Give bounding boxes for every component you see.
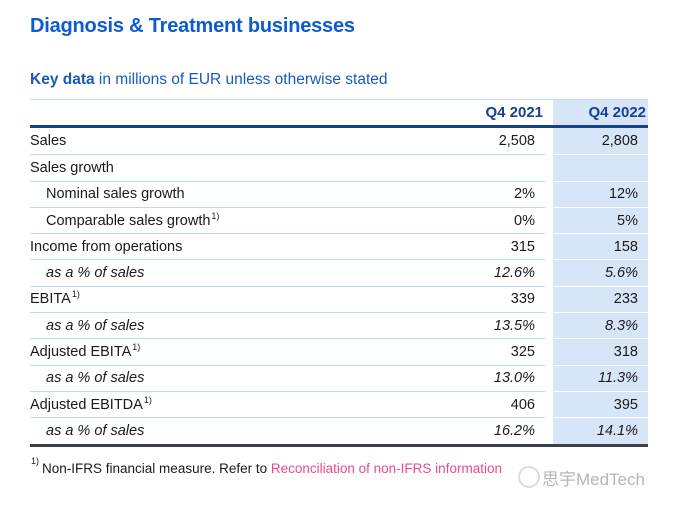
cell-q4-2021: 13.5% [455,312,545,338]
row-label: as a % of sales [30,312,455,338]
row-label: Sales growth [30,154,455,180]
footnote-text: Non-IFRS financial measure. Refer to [42,461,271,476]
row-label: EBITA 1) [30,285,455,312]
watermark: 思宇MedTech [518,462,645,492]
row-label: Sales [30,133,67,150]
table-row-sales: Sales 2,508 2,808 [30,128,648,155]
cell-q4-2021: 325 [455,338,545,364]
page-title: Diagnosis & Treatment businesses [30,15,355,37]
cell-q4-2022: 8.3% [553,312,648,339]
reconciliation-link[interactable]: Reconciliation of non-IFRS information [270,461,502,476]
table-row-adjusted-ebita: Adjusted EBITA 1) 325 318 [30,338,648,365]
cell-q4-2022: 2,808 [553,128,648,155]
table-row-ebita: EBITA 1) 339 233 [30,285,648,313]
key-data-table: Q4 2021 Q4 2022 Sales 2,508 2,808 Sales … [30,99,648,447]
watermark-text: 思宇MedTech [542,469,645,489]
row-label: Adjusted EBITA 1) [30,338,455,364]
cell-q4-2022: 12% [553,180,648,207]
cell-q4-2021: 2,508 [498,133,535,150]
row-label: Adjusted EBITDA 1) [30,390,455,417]
table-row-adjusted-ebitda-pct-of-sales: as a % of sales 16.2% 14.1% [30,417,648,447]
cell-q4-2022: 5.6% [553,259,648,286]
cell-q4-2021: 12.6% [455,259,545,285]
table-row-sales-growth: Sales growth [30,154,648,181]
cell-q4-2021: 339 [455,285,545,312]
cell-q4-2021: 13.0% [455,364,545,391]
column-header-metric [30,100,455,125]
footnote: 1)Non-IFRS financial measure. Refer to R… [30,456,502,476]
cell-q4-2021 [455,154,545,180]
cell-q4-2022: 14.1% [553,417,648,444]
cell-q4-2022: 11.3% [553,364,648,391]
cell-q4-2022 [553,154,648,181]
table-row-income-from-operations: Income from operations 315 158 [30,233,648,260]
cell-q4-2022: 5% [553,206,648,234]
cell-q4-2022: 318 [553,338,648,365]
table-row-adjusted-ebita-pct-of-sales: as a % of sales 13.0% 11.3% [30,364,648,391]
row-label: as a % of sales [30,417,455,443]
row-label: Comparable sales growth 1) [30,206,455,233]
table-row-comparable-sales-growth: Comparable sales growth 1) 0% 5% [30,206,648,234]
cell-q4-2021: 0% [455,206,545,233]
cell-q4-2022: 158 [553,233,648,260]
table-caption: Key data in millions of EUR unless other… [30,71,388,89]
table-caption-units: in millions of EUR unless otherwise stat… [94,71,388,88]
table-row-adjusted-ebitda: Adjusted EBITDA 1) 406 395 [30,390,648,418]
cell-q4-2021: 16.2% [455,417,545,443]
table-row-income-pct-of-sales: as a % of sales 12.6% 5.6% [30,259,648,286]
cell-q4-2021: 2% [455,180,545,207]
table-row-ebita-pct-of-sales: as a % of sales 13.5% 8.3% [30,312,648,339]
row-label: Income from operations [30,233,455,259]
row-label: as a % of sales [30,259,455,285]
table-body: Sales 2,508 2,808 Sales growth Nominal s… [30,128,648,447]
watermark-logo-icon [518,466,540,488]
cell-q4-2021: 406 [455,390,545,417]
table-header-row: Q4 2021 Q4 2022 [30,99,648,128]
cell-q4-2022: 395 [553,390,648,418]
table-row-nominal-sales-growth: Nominal sales growth 2% 12% [30,180,648,207]
cell-q4-2022: 233 [553,285,648,313]
footnote-marker: 1) [31,455,40,466]
cell-q4-2021: 315 [455,233,545,259]
column-header-q4-2021: Q4 2021 [485,104,543,121]
row-label: as a % of sales [30,364,455,391]
column-header-q4-2022: Q4 2022 [553,100,648,125]
row-label: Nominal sales growth [30,180,455,207]
table-caption-keydata: Key data [30,71,95,88]
